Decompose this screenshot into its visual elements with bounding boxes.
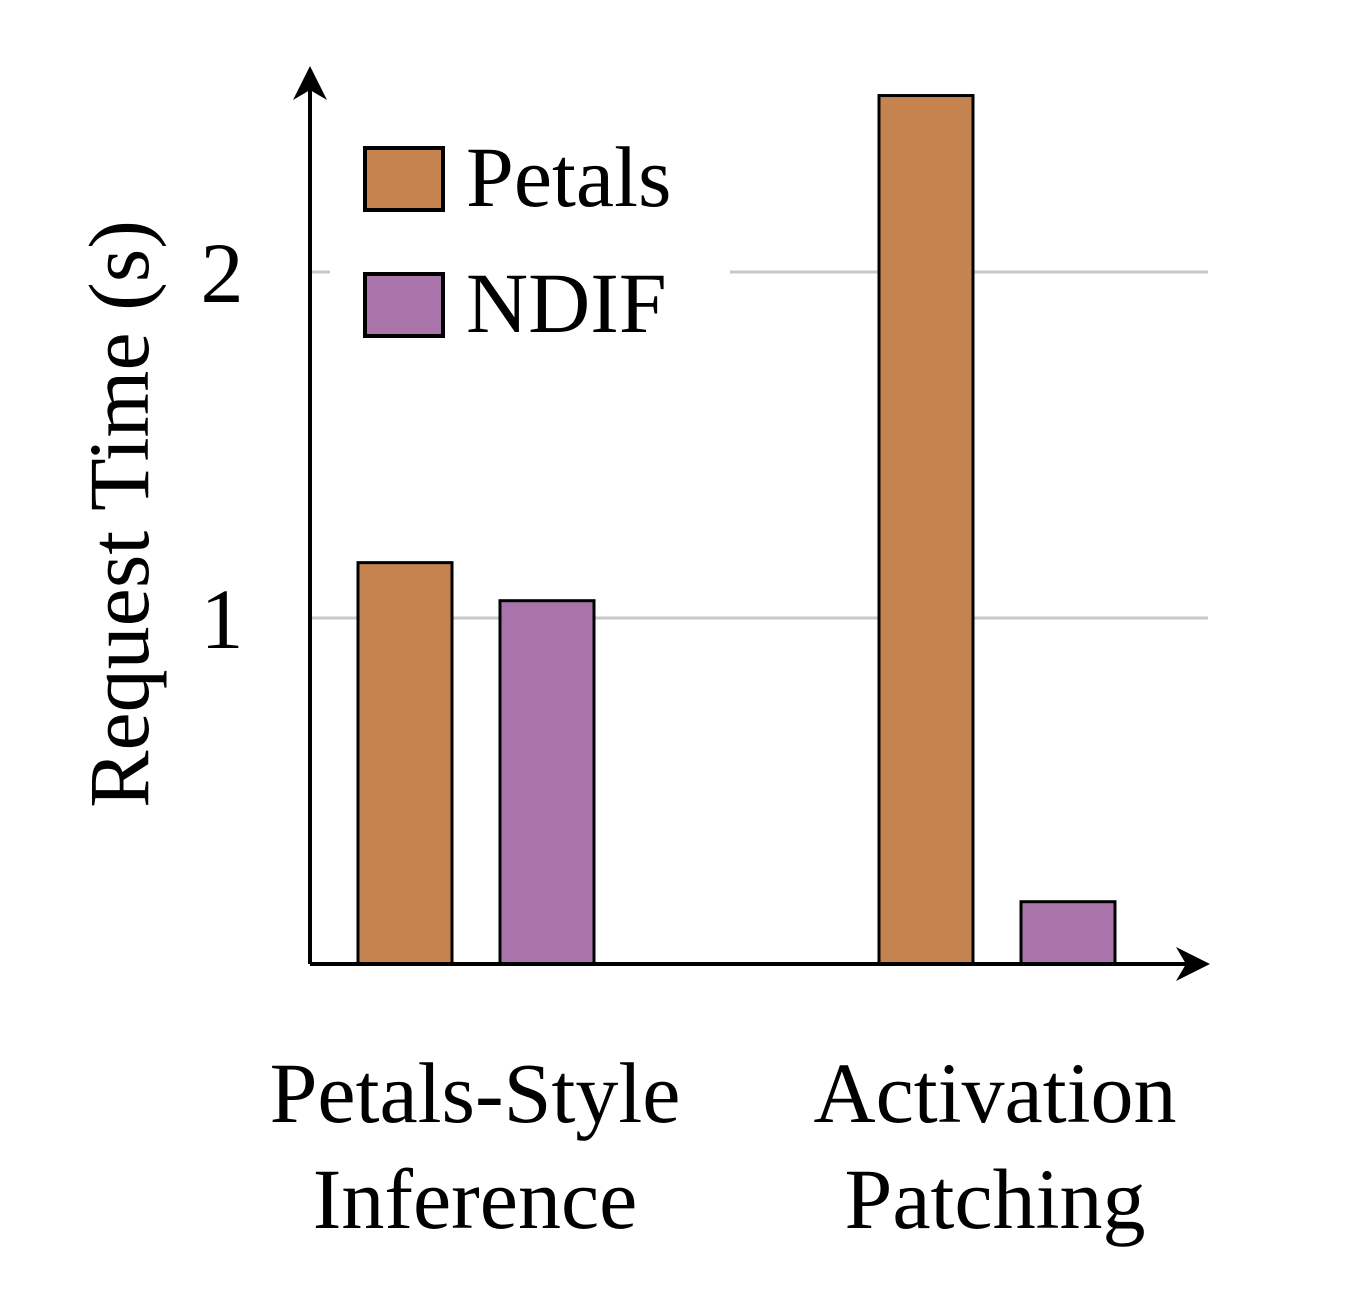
y-axis-arrow-icon	[293, 66, 327, 100]
y-tick-label: 2	[201, 225, 244, 321]
bars	[356, 94, 1117, 966]
y-tick-label: 1	[201, 571, 244, 667]
legend-label-ndif: NDIF	[466, 255, 667, 351]
legend-swatch-ndif	[363, 272, 445, 338]
bar-ndif-1	[1019, 900, 1117, 966]
bar-petals-1	[877, 94, 975, 966]
x-category-label: Patching	[845, 1151, 1146, 1247]
axes	[293, 66, 1210, 981]
x-category-labels: Petals-Style Inference Activation Patching	[270, 1045, 1177, 1247]
x-axis-arrow-icon	[1176, 947, 1210, 981]
x-category-label: Activation	[813, 1045, 1176, 1141]
y-tick-labels: 12	[201, 225, 244, 667]
bar-petals-0	[356, 561, 454, 966]
legend: Petals NDIF	[330, 118, 730, 358]
legend-label-petals: Petals	[466, 129, 671, 225]
x-category-label: Inference	[313, 1151, 638, 1247]
x-category-label: Petals-Style	[270, 1045, 681, 1141]
y-axis-label: Request Time (s)	[71, 220, 167, 808]
bar-ndif-0	[498, 599, 596, 966]
legend-swatch-petals	[363, 146, 445, 212]
